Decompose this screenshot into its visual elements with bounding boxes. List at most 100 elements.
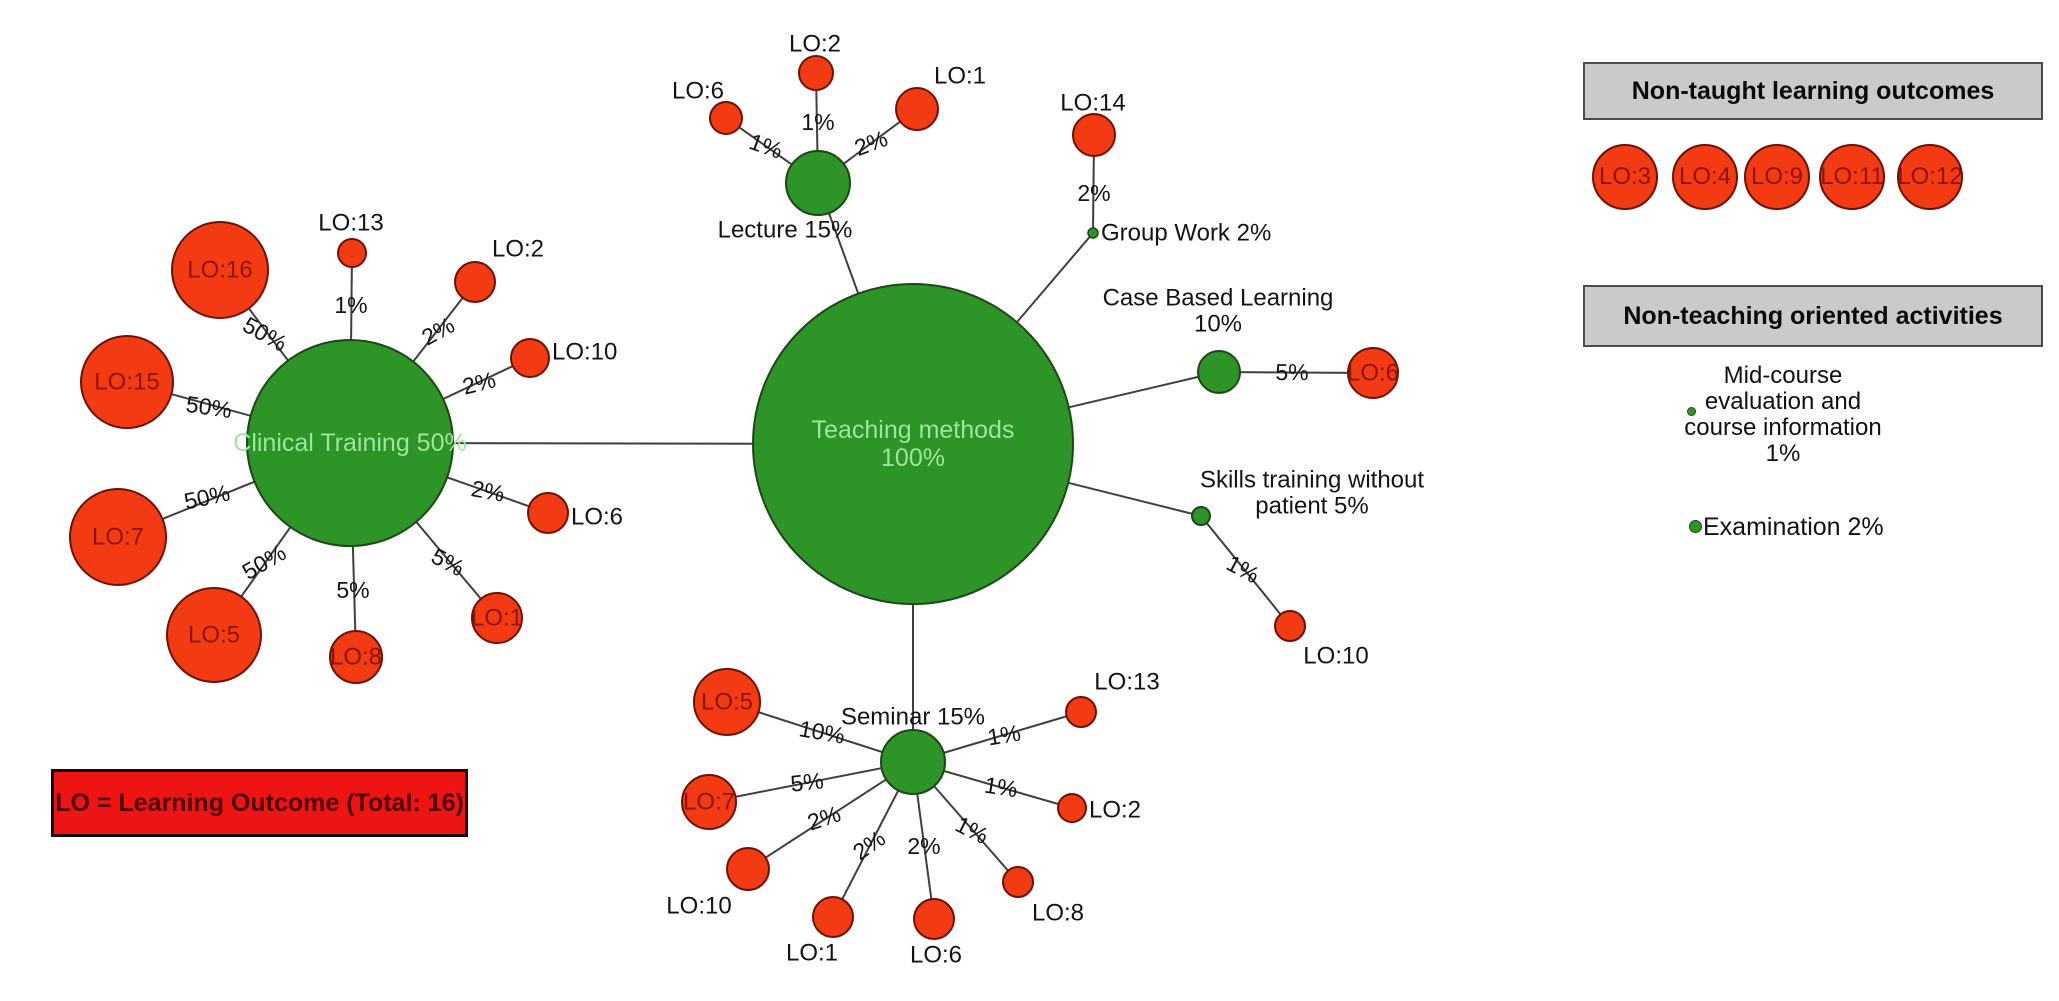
edge-label-clinical-c10: 2% [460, 366, 499, 399]
c1-label: LO:1 [471, 605, 523, 632]
sk10-label: LO:10 [1303, 643, 1368, 670]
c5-circle [166, 587, 262, 683]
non-taught-outcome: LO:11 [1819, 144, 1885, 210]
edge-label-casebased-cb6: 5% [1275, 359, 1308, 385]
s2-label: LO:2 [1089, 797, 1141, 824]
examination-activity-label: Examination 2% [1703, 513, 1884, 541]
clinical-label: Clinical Training 50% [233, 429, 466, 457]
seminar-circle [880, 729, 946, 795]
s1-label: LO:1 [786, 940, 838, 967]
edge-label-clinical-c2: 2% [417, 312, 459, 351]
non-taught-outcome-label: LO:3 [1598, 163, 1652, 190]
groupdot-label: Group Work 2% [1101, 220, 1271, 247]
l1-circle [895, 87, 939, 131]
s5-circle [693, 668, 761, 736]
s10-label: LO:10 [666, 893, 731, 920]
c13-circle [337, 238, 367, 268]
c8-label: LO:8 [330, 644, 382, 671]
non-taught-outcome-label: LO:4 [1678, 163, 1732, 190]
l1-label: LO:1 [934, 63, 986, 90]
non-taught-outcome: LO:12 [1897, 144, 1963, 210]
edge-label-seminar-s6: 2% [907, 833, 940, 859]
nodes-layer [69, 55, 1399, 940]
s1-circle [812, 896, 854, 938]
c1-circle [471, 592, 523, 644]
s7-circle [681, 774, 737, 830]
edge-label-seminar-s8: 1% [951, 811, 992, 849]
teaching-label: Teaching methods [812, 416, 1015, 444]
c6-circle [527, 492, 569, 534]
c16-circle [171, 221, 269, 319]
casebased-label: 10% [1194, 311, 1242, 338]
edge-label-seminar-s2: 1% [983, 772, 1020, 803]
s8-circle [1002, 866, 1034, 898]
midcourse-line: 1% [1765, 440, 1801, 467]
casebased-label: Case Based Learning [1103, 285, 1334, 312]
non-teaching-header: Non-teaching oriented activities [1583, 285, 2043, 347]
s13-label: LO:13 [1094, 669, 1159, 696]
lecture-label: Lecture 15% [718, 217, 853, 244]
teaching-circle [752, 283, 1074, 605]
s6-label: LO:6 [910, 942, 962, 969]
c10-circle [510, 338, 550, 378]
lecture-circle [785, 150, 851, 216]
examination-activity-dot [1689, 520, 1702, 533]
s13-circle [1065, 696, 1097, 728]
l2-label: LO:2 [789, 31, 841, 58]
c13-label: LO:13 [318, 210, 383, 237]
c16-label: LO:16 [187, 257, 252, 284]
edge-label-clinical-c8: 5% [336, 577, 369, 603]
edge-seminar-s7 [708, 761, 914, 803]
seminar-label: Seminar 15% [841, 704, 985, 731]
casebased-circle [1197, 350, 1241, 394]
c2-circle [454, 261, 496, 303]
cb6-label: LO:6 [1347, 360, 1399, 387]
edge-label-clinical-c5: 50% [238, 539, 291, 585]
l14-circle [1072, 113, 1116, 157]
l6-label: LO:6 [672, 78, 724, 105]
c5-label: LO:5 [188, 622, 240, 649]
edge-label-seminar-s1: 2% [848, 825, 890, 865]
edge-label-lecture-l2: 1% [801, 109, 834, 135]
midcourse-activity-label: Mid-course evaluation and course informa… [1651, 363, 1915, 467]
skillsdot-circle [1191, 506, 1211, 526]
legend-label: LO = Learning Outcome (Total: 16) [55, 788, 464, 817]
c10-label: LO:10 [552, 339, 617, 366]
midcourse-line: evaluation and [1704, 388, 1862, 415]
edge-label-seminar-s13: 1% [986, 720, 1023, 751]
l14-label: LO:14 [1060, 90, 1125, 117]
edge-label-seminar-s7: 5% [789, 767, 825, 796]
s2-circle [1057, 793, 1087, 823]
c7-circle [69, 488, 167, 586]
edge-label-lecture-l6: 1% [746, 128, 786, 164]
edge-label-groupdot-l14: 2% [1077, 180, 1110, 206]
edge-label-seminar-s10: 2% [804, 800, 844, 835]
skillsdot-label: patient 5% [1255, 493, 1368, 520]
midcourse-line: Mid-course [1723, 362, 1843, 389]
edge-label-clinical-c13: 1% [334, 292, 367, 318]
non-taught-outcome-label: LO:11 [1820, 163, 1884, 190]
teaching-label: 100% [881, 444, 945, 472]
non-taught-header: Non-taught learning outcomes [1583, 62, 2043, 120]
s6-circle [913, 898, 955, 940]
c6-label: LO:6 [571, 504, 623, 531]
c15-label: LO:15 [94, 369, 159, 396]
edge-skillsdot-sk10 [1200, 515, 1291, 627]
clinical-circle [246, 339, 454, 547]
c2-label: LO:2 [492, 236, 544, 263]
edge-label-clinical-c16: 50% [239, 311, 292, 356]
edge-label-lecture-l1: 2% [851, 125, 891, 161]
edge-label-seminar-s5: 10% [797, 715, 847, 748]
edge-label-clinical-c6: 2% [469, 475, 506, 507]
c15-circle [80, 335, 174, 429]
sk10-circle [1274, 610, 1306, 642]
non-taught-outcome: LO:9 [1744, 144, 1810, 210]
skillsdot-label: Skills training without [1200, 467, 1424, 494]
c8-circle [329, 630, 383, 684]
edge-label-clinical-c15: 50% [184, 391, 233, 423]
l6-circle [709, 101, 743, 135]
legend-box: LO = Learning Outcome (Total: 16) [51, 769, 468, 837]
